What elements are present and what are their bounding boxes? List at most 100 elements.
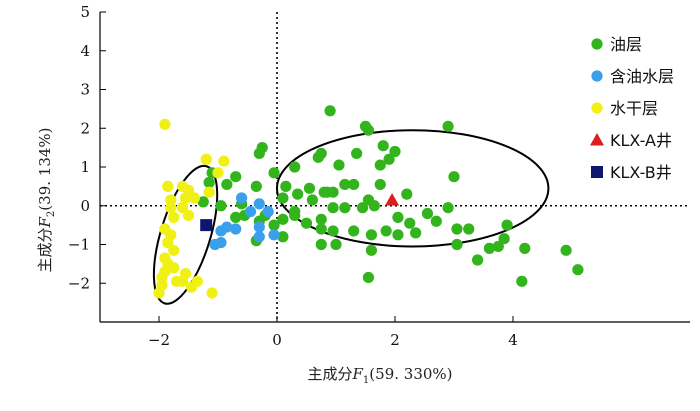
- point-series-0: [463, 223, 475, 235]
- point-series-0: [289, 161, 301, 173]
- point-series-2: [168, 262, 180, 274]
- point-series-2: [191, 275, 203, 287]
- legend-label: 水干层: [610, 99, 658, 118]
- y-tick-label: 2: [80, 119, 90, 137]
- y-tick-label: 0: [80, 197, 90, 215]
- point-series-0: [383, 153, 395, 165]
- point-series-0: [333, 159, 345, 171]
- point-series-0: [253, 147, 265, 160]
- point-series-0: [410, 227, 422, 239]
- point-series-0: [516, 275, 528, 287]
- legend-marker: [591, 38, 603, 50]
- point-series-2: [218, 155, 230, 167]
- point-series-2: [206, 287, 218, 299]
- point-series-1: [215, 225, 227, 237]
- point-series-0: [292, 188, 304, 200]
- y-tick-label: 5: [80, 3, 90, 21]
- point-series-0: [321, 186, 333, 198]
- point-series-0: [368, 200, 380, 212]
- legend-marker: [591, 166, 603, 178]
- point-series-2: [177, 202, 189, 214]
- legend-label: 油层: [610, 35, 642, 54]
- x-tick-label: 4: [508, 331, 518, 349]
- point-series-0: [362, 124, 375, 136]
- point-series-0: [306, 194, 318, 206]
- oil-cluster-ellipse: [276, 129, 550, 248]
- point-series-0: [365, 244, 377, 256]
- point-series-0: [519, 242, 531, 254]
- point-series-0: [356, 202, 369, 214]
- point-series-2: [179, 192, 192, 204]
- point-series-2: [165, 194, 177, 206]
- point-series-0: [572, 264, 584, 276]
- point-series-0: [472, 254, 484, 266]
- y-tick-label: −2: [68, 274, 90, 292]
- point-series-0: [315, 223, 327, 235]
- point-series-2: [162, 236, 174, 249]
- y-tick-label: −1: [68, 236, 90, 254]
- legend-label: KLX-A井: [610, 131, 672, 150]
- legend-marker: [590, 133, 604, 146]
- point-series-0: [250, 180, 262, 192]
- point-series-0: [289, 209, 301, 222]
- data-points: [153, 105, 584, 299]
- point-series-0: [197, 196, 209, 208]
- point-series-2: [212, 167, 224, 179]
- point-series-1: [253, 198, 265, 210]
- point-series-0: [315, 213, 327, 225]
- point-series-0: [327, 202, 339, 214]
- point-series-0: [560, 244, 572, 256]
- point-series-0: [330, 238, 342, 251]
- point-series-1: [262, 205, 274, 218]
- point-series-1: [253, 221, 265, 233]
- point-series-0: [362, 271, 375, 284]
- x-tick-label: 0: [272, 331, 282, 349]
- point-series-0: [339, 202, 351, 214]
- x-axis-title: 主成分F1(59. 330%): [307, 365, 452, 386]
- point-series-0: [392, 229, 404, 241]
- point-series-0: [377, 140, 389, 152]
- point-series-0: [374, 159, 386, 171]
- axes: [99, 11, 690, 323]
- point-series-1: [253, 231, 265, 243]
- y-tick-label: 3: [80, 81, 90, 99]
- point-series-0: [277, 192, 289, 204]
- point-series-0: [442, 202, 454, 214]
- point-series-0: [280, 180, 292, 192]
- point-series-0: [215, 200, 227, 212]
- point-series-0: [303, 182, 316, 194]
- point-series-2: [156, 271, 168, 284]
- point-klx-b-square: [200, 219, 213, 232]
- point-series-2: [153, 287, 165, 299]
- x-tick-label: −2: [148, 331, 170, 349]
- y-tick-label: 1: [80, 158, 90, 176]
- point-series-0: [351, 147, 363, 160]
- point-series-0: [483, 242, 495, 254]
- point-series-0: [448, 171, 460, 183]
- point-series-0: [268, 219, 280, 231]
- point-series-0: [339, 178, 351, 191]
- point-series-0: [268, 167, 280, 179]
- point-series-0: [421, 207, 434, 220]
- point-series-0: [315, 238, 327, 251]
- legend-label: 含油水层: [610, 67, 674, 86]
- point-series-0: [492, 240, 504, 253]
- point-series-1: [268, 229, 280, 241]
- point-series-2: [168, 211, 180, 223]
- point-series-2: [182, 209, 195, 222]
- point-series-0: [442, 120, 454, 132]
- point-series-2: [177, 275, 189, 287]
- point-series-0: [380, 225, 392, 237]
- point-series-0: [324, 105, 336, 117]
- point-series-0: [348, 225, 360, 237]
- point-series-0: [451, 238, 463, 251]
- point-series-0: [501, 219, 513, 231]
- point-series-0: [374, 178, 386, 191]
- point-series-2: [165, 202, 177, 214]
- point-series-0: [327, 225, 339, 237]
- legend-marker: [591, 102, 603, 114]
- point-series-2: [159, 118, 171, 130]
- point-series-2: [168, 244, 180, 256]
